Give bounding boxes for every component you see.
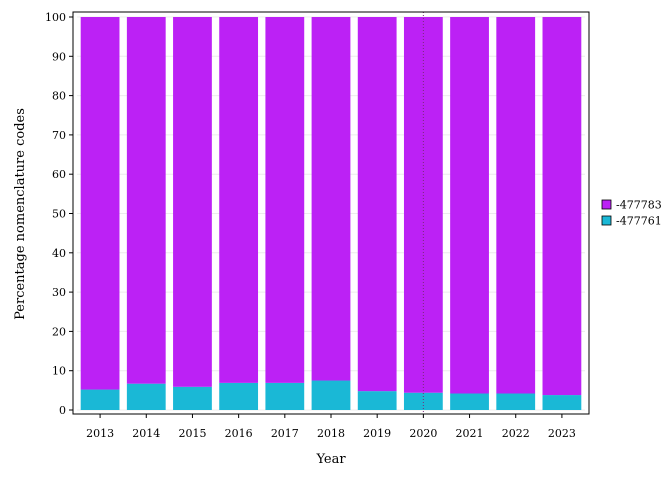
bar-segment [219, 17, 259, 383]
bar-segment [496, 393, 536, 410]
bar-segment [126, 383, 166, 410]
x-tick-label: 2019 [363, 427, 391, 440]
y-axis-title: Percentage nomenclature codes [13, 108, 28, 320]
y-tick-label: 40 [52, 247, 66, 260]
bar-segment [126, 17, 166, 384]
y-tick-label: 70 [52, 129, 66, 142]
y-axis: 0 10 20 30 40 50 60 70 80 90 100 [45, 11, 73, 417]
bar-segment [403, 392, 443, 410]
bar-segment [173, 17, 212, 387]
bar-segment [357, 391, 397, 410]
x-tick-label: 2020 [409, 427, 437, 440]
bar-segment [80, 17, 120, 390]
bar-segment [265, 382, 305, 410]
bar-segment [450, 393, 489, 410]
legend-label: -477761 [616, 215, 662, 228]
bar-segment [80, 389, 120, 410]
y-tick-label: 60 [52, 168, 66, 181]
y-tick-label: 80 [52, 90, 66, 103]
x-tick-label: 2022 [502, 427, 530, 440]
x-tick-label: 2023 [548, 427, 576, 440]
y-tick-label: 0 [59, 404, 66, 417]
bar-segment [265, 17, 305, 383]
x-tick-label: 2013 [86, 427, 114, 440]
y-tick-label: 30 [52, 286, 66, 299]
bar-segment [311, 17, 351, 381]
legend-label: -477783 [616, 199, 662, 212]
bar-segment [219, 382, 259, 410]
legend: -477783 -477761 [601, 199, 662, 228]
y-tick-label: 20 [52, 325, 66, 338]
bar-segment [496, 17, 536, 394]
x-tick-label: 2016 [225, 427, 253, 440]
bar-segment [173, 386, 212, 410]
y-tick-label: 10 [52, 365, 66, 378]
x-axis: 2013 2014 2015 2016 2017 2018 2019 2020 2021 2022… [86, 414, 576, 440]
legend-swatch [601, 199, 612, 210]
legend-swatch [601, 215, 612, 226]
x-tick-label: 2017 [271, 427, 299, 440]
bar-segment [542, 17, 582, 396]
bars [80, 17, 582, 410]
y-tick-label: 100 [45, 11, 66, 24]
bar-segment [542, 395, 582, 410]
x-tick-label: 2014 [132, 427, 160, 440]
bar-segment [450, 17, 489, 394]
bar-segment [311, 380, 351, 410]
y-tick-label: 90 [52, 50, 66, 63]
x-tick-label: 2018 [317, 427, 345, 440]
x-tick-label: 2021 [456, 427, 484, 440]
x-tick-label: 2015 [178, 427, 206, 440]
bar-segment [357, 17, 397, 392]
x-axis-title: Year [315, 452, 346, 467]
y-tick-label: 50 [52, 208, 66, 221]
